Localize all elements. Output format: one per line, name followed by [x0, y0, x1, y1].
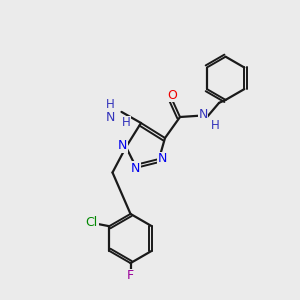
- Text: N: N: [158, 152, 167, 166]
- Text: H: H: [211, 118, 220, 132]
- Text: N: N: [105, 111, 115, 124]
- Text: N: N: [131, 162, 140, 175]
- Text: H: H: [122, 116, 130, 130]
- Text: F: F: [127, 269, 134, 282]
- Text: N: N: [198, 108, 208, 122]
- Text: Cl: Cl: [86, 216, 98, 229]
- Text: O: O: [168, 88, 177, 102]
- Text: N: N: [118, 139, 127, 152]
- Text: H: H: [106, 98, 115, 112]
